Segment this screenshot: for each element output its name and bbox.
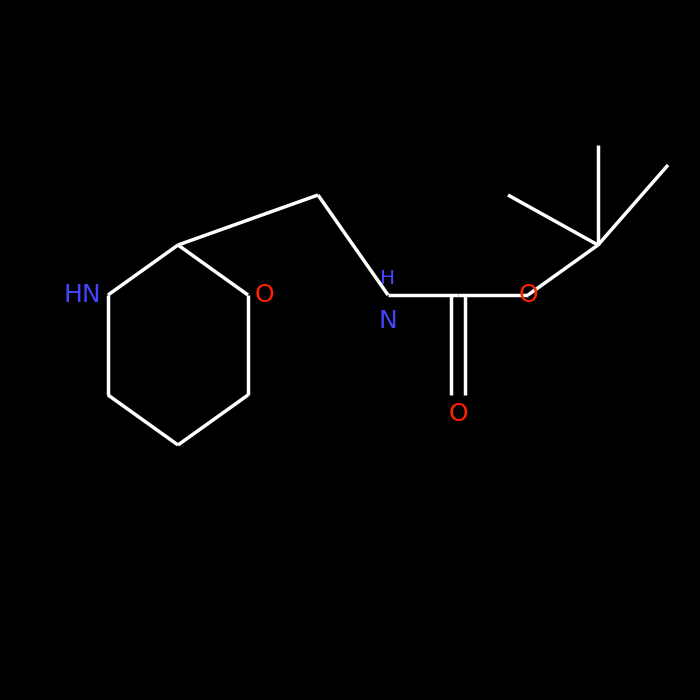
- Text: O: O: [448, 402, 468, 426]
- Text: O: O: [518, 283, 538, 307]
- Text: H: H: [380, 269, 395, 288]
- Text: O: O: [255, 283, 274, 307]
- Text: N: N: [379, 309, 398, 333]
- Text: HN: HN: [64, 283, 101, 307]
